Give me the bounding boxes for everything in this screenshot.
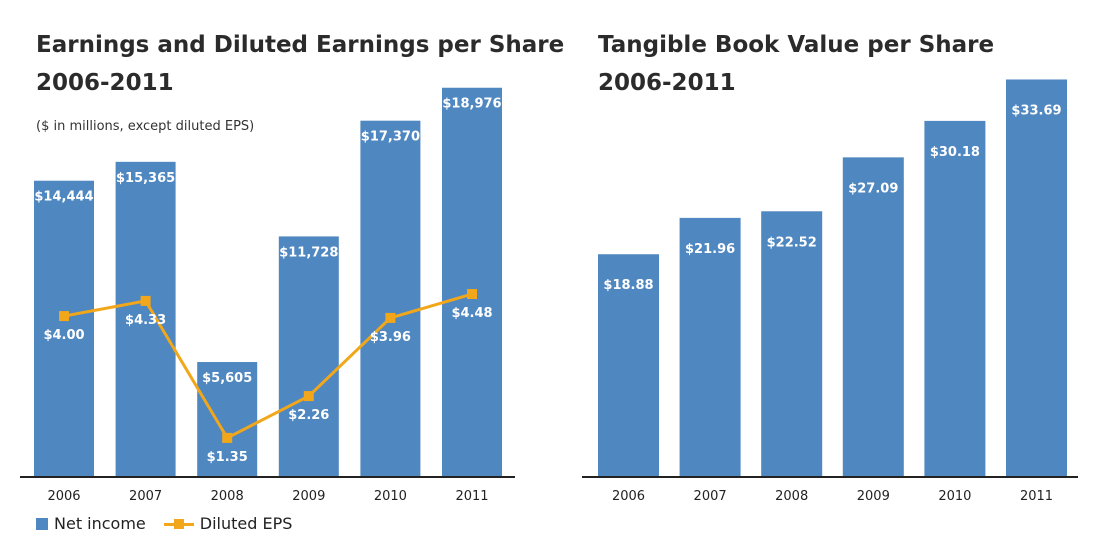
x-tick-2009: 2009 — [292, 489, 325, 504]
earnings-chart-plot: $14,444 2006 $15,365 2007 $5,605 2008 $11,728 2… — [20, 87, 515, 504]
diluted-eps-line — [63, 292, 473, 440]
net-income-bar-2011 — [442, 87, 502, 477]
legend-diluted-eps-label: Diluted EPS — [199, 514, 293, 533]
book-value-bar-2007 — [679, 217, 741, 477]
x-tick-2008: 2008 — [775, 489, 808, 504]
x-tick-2010: 2010 — [938, 489, 971, 504]
net-income-bar-2007 — [115, 161, 176, 478]
net-income-bar-2008 — [197, 362, 258, 477]
x-tick-2006: 2006 — [47, 489, 80, 504]
diluted-eps-point-2009 — [303, 391, 314, 402]
net-income-label-2007: $15,365 — [116, 171, 175, 186]
book-value-label-2011: $33.69 — [1011, 103, 1061, 118]
net-income-bar-2010 — [360, 120, 421, 477]
book-value-label-2010: $30.18 — [930, 145, 980, 160]
net-income-label-2009: $11,728 — [279, 245, 338, 260]
net-income-label-2011: $18,976 — [442, 97, 501, 112]
book-value-chart-title: Tangible Book Value per Share — [598, 32, 995, 58]
x-tick-2007: 2007 — [694, 489, 727, 504]
net-income-label-2006: $14,444 — [34, 190, 93, 205]
book-value-label-2007: $21.96 — [685, 242, 735, 257]
diluted-eps-point-2006 — [59, 311, 69, 322]
book-value-label-2008: $22.52 — [767, 235, 817, 250]
book-value-bar-2011 — [1006, 79, 1067, 477]
earnings-chart-years: 2006-2011 — [36, 70, 174, 96]
book-value-bar-2006 — [598, 254, 659, 477]
diluted-eps-point-2010 — [385, 312, 396, 323]
legend-diluted-eps: Diluted EPS — [163, 514, 293, 533]
diluted-eps-point-2011 — [467, 289, 477, 300]
net-income-bar-2009 — [278, 236, 339, 477]
net-income-swatch — [36, 517, 48, 530]
earnings-chart-subtitle: ($ in millions, except diluted EPS) — [36, 119, 255, 134]
book-value-label-2006: $18.88 — [603, 278, 653, 293]
x-tick-2010: 2010 — [374, 489, 407, 504]
book-value-label-2009: $27.09 — [848, 181, 898, 196]
x-tick-2006: 2006 — [612, 489, 645, 504]
diluted-eps-label-2010: $3.96 — [370, 330, 411, 345]
x-tick-2008: 2008 — [211, 489, 244, 504]
diluted-eps-point-2008 — [222, 432, 233, 443]
diluted-eps-label-2008: $1.35 — [207, 450, 248, 465]
net-income-label-2010: $17,370 — [361, 130, 420, 145]
earnings-chart-title: Earnings and Diluted Earnings per Share — [36, 32, 565, 58]
x-tick-2009: 2009 — [857, 489, 890, 504]
book-value-chart-years: 2006-2011 — [598, 70, 736, 96]
book-value-bar-2008 — [761, 211, 823, 477]
diluted-eps-point-2007 — [140, 295, 151, 306]
diluted-eps-swatch — [163, 517, 194, 531]
book-value-bar-2009 — [842, 157, 904, 477]
legend-net-income: Net income — [36, 514, 146, 533]
diluted-eps-label-2011: $4.48 — [451, 306, 492, 321]
x-tick-2007: 2007 — [129, 489, 162, 504]
net-income-label-2008: $5,605 — [202, 371, 252, 386]
x-tick-2011: 2011 — [455, 489, 488, 504]
diluted-eps-label-2007: $4.33 — [125, 313, 166, 328]
diluted-eps-label-2009: $2.26 — [288, 408, 329, 423]
book-value-chart-panel: Tangible Book Value per Share 2006-2011 … — [560, 0, 1102, 546]
x-tick-2011: 2011 — [1020, 489, 1053, 504]
book-value-chart-plot: $18.88 2006 $21.96 2007 $22.52 2008 $27.09 2009… — [582, 79, 1078, 504]
earnings-chart-panel: Earnings and Diluted Earnings per Share … — [0, 0, 564, 546]
diluted-eps-label-2006: $4.00 — [43, 328, 84, 343]
legend-net-income-label: Net income — [54, 514, 146, 533]
net-income-bar-2006 — [34, 180, 94, 477]
book-value-bar-2010 — [924, 120, 986, 478]
earnings-legend: Net income Diluted EPS — [36, 514, 310, 533]
